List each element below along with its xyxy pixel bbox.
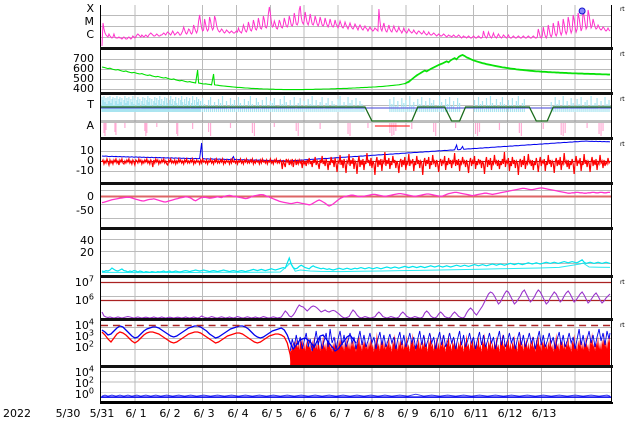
ylabel-10e2: 102: [74, 339, 94, 354]
panel-kp: [100, 230, 612, 275]
x-tick-3: 6/ 2: [159, 407, 181, 420]
ylabel-10e7: 107: [74, 274, 94, 289]
proton-blue: [101, 325, 357, 352]
x-tick-5: 6/ 4: [227, 407, 249, 420]
panel-lowflux: [100, 368, 612, 402]
rt-label-panel2: rt: [620, 51, 625, 58]
rt-label-panel1: rt: [620, 6, 625, 13]
rt-label-panel8: rt: [620, 322, 625, 329]
ylabel-20: 20: [80, 246, 94, 259]
ylabel-600: 600: [73, 62, 94, 75]
ylabel-neg10: -10: [76, 164, 94, 177]
x-axis-year-label: 2022: [3, 407, 31, 420]
t-bars: [101, 96, 610, 112]
rt-label-panel7: rt: [620, 279, 625, 286]
peak-marker-icon: [578, 7, 586, 15]
x-tick-4: 6/ 3: [193, 407, 215, 420]
x-axis-line: [100, 402, 613, 404]
x-tick-2: 6/ 1: [125, 407, 147, 420]
ap-cyan: [101, 256, 611, 274]
x-tick-14: 6/13: [531, 407, 557, 420]
rt-label-panel3: rt: [620, 96, 625, 103]
proton-red: [101, 331, 294, 364]
ylabel-0: 0: [87, 154, 94, 167]
ylabel-x: X: [86, 2, 94, 15]
electron-flux-purple: [101, 289, 611, 318]
ylabel-10e6: 106: [74, 292, 94, 307]
ylabel-m: M: [84, 15, 95, 28]
btotal-blue: [101, 140, 611, 162]
panel-kp-plot: [101, 230, 611, 275]
bz-red: [101, 151, 611, 176]
ylabel-40: 40: [80, 234, 94, 247]
panel-speed-plot: [101, 50, 611, 92]
panel-separator: [100, 318, 613, 321]
panel-flux-hi-plot: [101, 278, 611, 318]
panel-separator: [100, 137, 613, 140]
ylabel-700: 700: [73, 52, 94, 65]
x-tick-13: 6/12: [497, 407, 523, 420]
ylabel-10: 10: [80, 144, 94, 157]
x-tick-12: 6/11: [463, 407, 489, 420]
panel-separator: [100, 182, 613, 185]
panel-separator: [100, 227, 613, 230]
rt-label-panel4: rt: [620, 141, 625, 148]
panel-separator: [100, 92, 613, 95]
ylabel-dst-0: 0: [87, 190, 94, 203]
ylabel-low-10e2: 102: [74, 375, 94, 390]
proton-red-fill: [290, 332, 611, 365]
x-tick-11: 6/10: [429, 407, 455, 420]
panel-separator: [100, 275, 613, 278]
x-tick-8: 6/ 7: [329, 407, 351, 420]
ylabel-400: 400: [73, 82, 94, 95]
ap-cyan-secondary: [101, 262, 611, 274]
panel-bz: [100, 140, 612, 182]
x-tick-6: 6/ 5: [261, 407, 283, 420]
a-bars: [103, 123, 604, 136]
ylabel-t: T: [87, 98, 94, 111]
x-tick-10: 6/ 9: [397, 407, 419, 420]
panel-proton-plot: [101, 321, 611, 365]
ylabel-a: A: [86, 119, 94, 132]
panel-xmc: [100, 5, 612, 47]
panel-flux-hi: [100, 278, 612, 318]
panel-separator: [100, 365, 613, 368]
dst-magenta: [101, 187, 611, 207]
ylabel-dst-neg50: -50: [76, 204, 94, 217]
ylabel-10e3: 103: [74, 328, 94, 343]
panel-separator: [100, 47, 613, 50]
panel-xmc-plot: [101, 5, 611, 47]
panel-dst: [100, 185, 612, 227]
panel-proton: [100, 321, 612, 365]
ylabel-low-10e4: 104: [74, 364, 94, 379]
panel-ta: [100, 95, 612, 137]
panel-bz-plot: [101, 140, 611, 182]
ylabel-low-10e0: 100: [74, 386, 94, 401]
x-tick-0: 5/30: [55, 407, 81, 420]
panel-speed: [100, 50, 612, 92]
x-tick-7: 6/ 6: [295, 407, 317, 420]
ylabel-c: C: [86, 28, 94, 41]
x-tick-9: 6/ 8: [363, 407, 385, 420]
panel-ta-plot: [101, 95, 611, 137]
ylabel-10e4: 104: [74, 317, 94, 332]
x-tick-1: 5/31: [89, 407, 115, 420]
step-line: [101, 106, 611, 122]
proton-blue-noise: [289, 328, 611, 352]
panel-lowflux-plot: [101, 368, 611, 401]
panel-dst-plot: [101, 185, 611, 227]
ylabel-500: 500: [73, 72, 94, 85]
